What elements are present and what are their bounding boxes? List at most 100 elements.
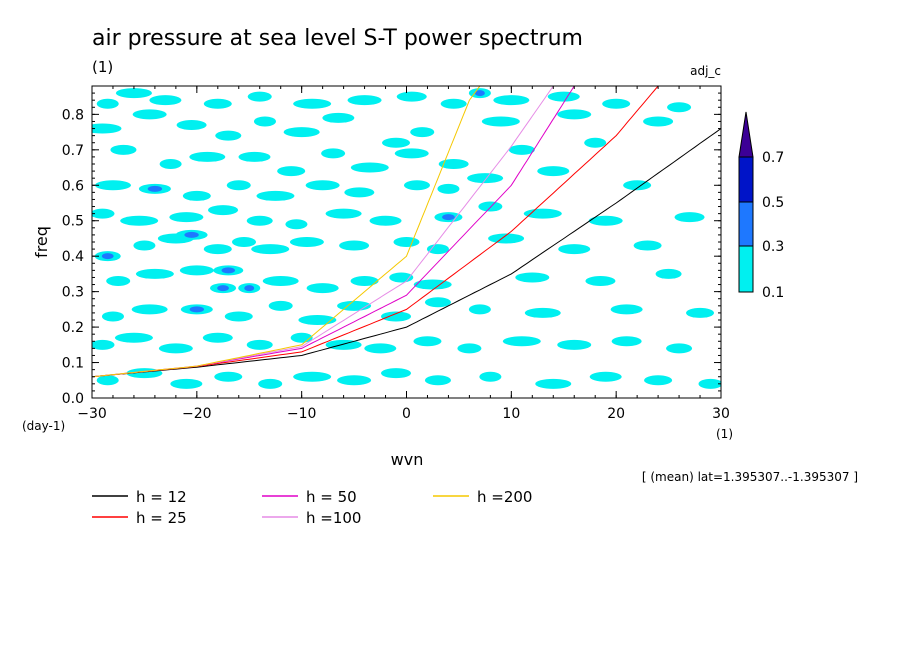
contour-blob (437, 183, 460, 194)
y-tick-label: 0.2 (62, 320, 84, 336)
contour-blob (426, 244, 449, 255)
contour-blob (189, 151, 226, 162)
contour-blob (135, 268, 174, 279)
units-label: (1) (92, 58, 113, 76)
contour-blob-core (221, 267, 236, 274)
contour-blob (322, 112, 355, 123)
contour-blob (508, 144, 535, 155)
contour-blob (467, 173, 504, 184)
case-label: adj_c (690, 64, 721, 78)
contour-blob (203, 98, 232, 109)
legend: h = 12 h = 25 h = 50 h =100 h =200 (92, 488, 532, 527)
contour-blob (176, 120, 207, 130)
contour-blob (440, 98, 467, 109)
contour-blob (350, 276, 379, 286)
contour-blob (114, 332, 153, 343)
dispersion-curves (92, 86, 721, 378)
contour-blob-core (147, 185, 163, 192)
contour-blob (298, 315, 337, 325)
colorbar-swatch (738, 156, 754, 203)
y-unit-label: (day-1) (22, 419, 65, 433)
contour-blob (337, 375, 372, 386)
contour-blob (203, 244, 232, 255)
contour-blob (293, 98, 332, 109)
contour-blob (558, 244, 591, 255)
contour-blob (106, 276, 131, 286)
contour-blob (381, 368, 412, 379)
x-tick-label: 30 (712, 406, 730, 422)
contour-blob (584, 137, 607, 148)
contour-blob (535, 378, 572, 389)
contour-blob (644, 375, 673, 386)
contour-blob (557, 109, 592, 120)
contour-blob (339, 240, 370, 251)
legend-label: h = 25 (136, 509, 187, 527)
contour-blob (159, 159, 182, 169)
contour-blob (347, 95, 382, 106)
contour-blob (92, 339, 115, 350)
contour-blob (643, 116, 674, 127)
contour-blob (666, 343, 693, 354)
contour-blob (256, 190, 295, 201)
contour-blob (283, 127, 320, 138)
contour-blob (410, 127, 435, 138)
contour-blob (306, 283, 339, 294)
x-tick-label: −10 (287, 406, 317, 422)
colorbar-label: 0.7 (762, 150, 784, 166)
contour-blob (655, 268, 682, 279)
legend-label: h =100 (306, 509, 361, 527)
contour-blob (413, 336, 442, 347)
contour-blob (251, 244, 290, 255)
colorbar: 0.1 0.3 0.5 0.7 (738, 111, 784, 301)
contour-blob (253, 116, 276, 127)
contour-blob (96, 375, 119, 386)
y-axis-label: freq (32, 226, 51, 258)
contour-blob (92, 208, 115, 219)
contour-blob (133, 240, 156, 251)
contour-blob (115, 88, 152, 99)
contour-blob (208, 205, 239, 216)
contour-blob (120, 215, 159, 226)
contour-blob (674, 212, 705, 223)
y-tick-label: 0.3 (62, 285, 84, 301)
contour-blob (169, 212, 204, 223)
contour-blob (610, 304, 643, 315)
x-tick-label: 0 (402, 406, 411, 422)
colorbar-label: 0.3 (762, 239, 784, 255)
contour-blob-core (442, 214, 455, 221)
contour-blob (226, 180, 251, 191)
contour-blob (238, 151, 271, 162)
contour-blob (214, 371, 243, 382)
contour-blob (394, 148, 429, 159)
x-axis: −30 −20 −10 0 10 20 30 (77, 86, 730, 422)
contour-blob (247, 91, 272, 102)
y-tick-label: 0.0 (62, 391, 84, 407)
y-tick-label: 0.1 (62, 356, 84, 372)
contour-blob (602, 98, 631, 109)
contour-blob (170, 378, 203, 389)
contour-blob (202, 332, 233, 343)
contour-blob (344, 187, 375, 198)
colorbar-swatch (738, 201, 754, 247)
x-tick-label: −20 (182, 406, 212, 422)
y-tick-label: 0.4 (62, 249, 84, 265)
contour-blob (502, 336, 541, 347)
contour-blob (382, 137, 411, 148)
y-axis: 0.0 0.1 0.2 0.3 0.4 0.5 0.6 0.7 0.8 (62, 85, 721, 407)
contour-blob (325, 339, 362, 350)
contour-blob (131, 304, 168, 315)
contour-blob (588, 215, 623, 226)
contour-blob (515, 272, 550, 283)
contour-blob (547, 91, 580, 102)
contour-blob (381, 311, 412, 322)
contour-blob (369, 215, 402, 226)
contour-blob-core (217, 285, 229, 292)
contour-blob (537, 166, 570, 177)
colorbar-swatch (738, 245, 754, 293)
contour-blob (468, 304, 491, 315)
contour-blob (438, 159, 469, 169)
latitude-note: [ (mean) lat=1.395307..-1.395307 ] (642, 470, 858, 484)
dispersion-curve (92, 128, 721, 378)
contour-blob (94, 180, 131, 191)
colorbar-label: 0.5 (762, 195, 784, 211)
